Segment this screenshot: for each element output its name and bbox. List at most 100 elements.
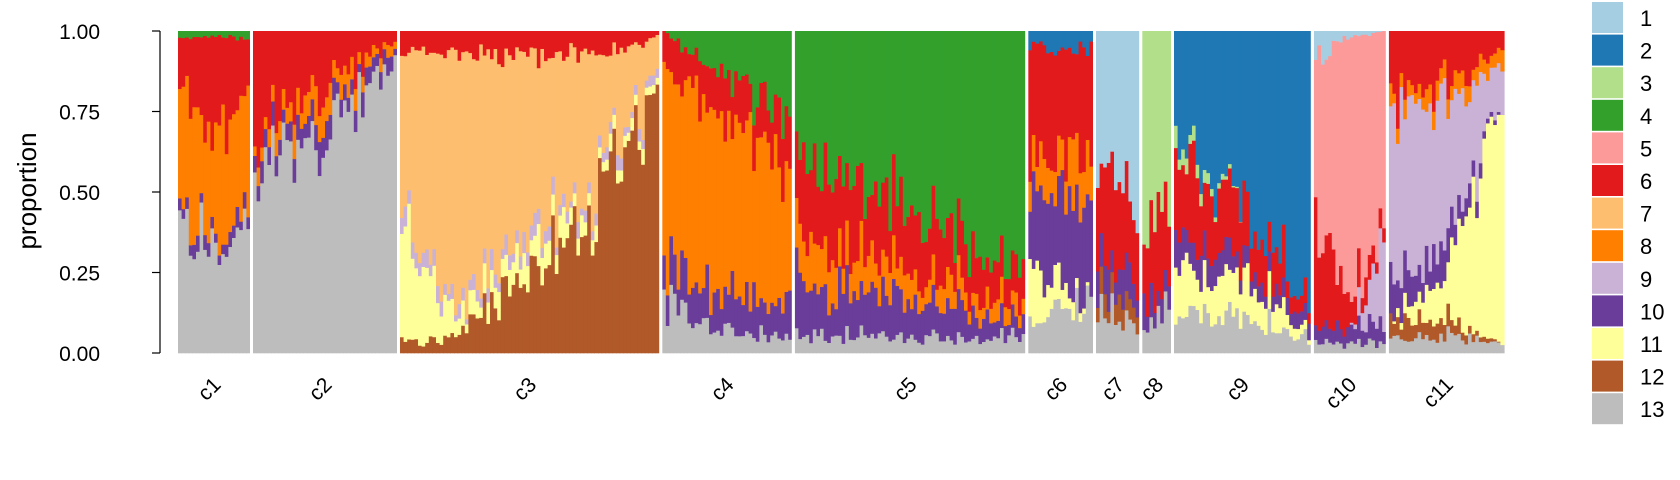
bar-segment — [1035, 260, 1040, 324]
bar-segment — [1082, 171, 1087, 208]
bar-segment — [1446, 99, 1451, 119]
bar-segment — [662, 61, 667, 256]
bar-segment — [716, 76, 721, 119]
bar-segment — [755, 137, 760, 307]
bar-segment — [910, 308, 915, 335]
bar-segment — [361, 31, 366, 77]
bar-segment — [1106, 31, 1111, 163]
bar-segment — [648, 31, 653, 39]
bar-segment — [752, 281, 757, 339]
bar-segment — [432, 248, 437, 266]
bar-segment — [1339, 42, 1344, 266]
bar-segment — [673, 40, 678, 85]
bar-segment — [253, 155, 258, 173]
bar-segment — [709, 31, 714, 69]
bar-segment — [439, 344, 444, 354]
bar-segment — [357, 31, 362, 53]
bar-segment — [1428, 103, 1433, 272]
bar-segment — [375, 53, 380, 66]
bar-segment — [421, 252, 426, 267]
bar-segment — [892, 339, 897, 354]
bar-segment — [1177, 31, 1182, 160]
bar-segment — [1181, 227, 1186, 261]
bar-segment — [1103, 167, 1108, 266]
bar-segment — [992, 336, 997, 354]
bar-segment — [454, 315, 459, 322]
bar-segment — [859, 220, 864, 282]
bar-segment — [827, 342, 832, 354]
bar-segment — [188, 38, 193, 119]
bar-segment — [274, 155, 279, 177]
bar-segment — [214, 36, 219, 123]
bar-segment — [1424, 31, 1429, 90]
bar-segment — [652, 93, 657, 354]
bar-segment — [486, 49, 491, 289]
cluster-separator — [397, 29, 400, 355]
bar-segment — [475, 289, 480, 302]
bar-segment — [339, 74, 344, 100]
legend-swatch — [1592, 67, 1623, 99]
bar-segment — [669, 31, 674, 39]
bar-segment — [1493, 53, 1498, 68]
bar-segment — [296, 114, 301, 140]
bar-segment — [687, 53, 692, 77]
bar-segment — [526, 31, 531, 57]
bar-segment — [1388, 83, 1393, 107]
bar-segment — [583, 235, 588, 354]
bar-segment — [1388, 338, 1393, 354]
bar-segment — [812, 283, 817, 330]
bar-segment — [314, 85, 319, 126]
bar-segment — [1457, 317, 1462, 334]
bar-segment — [1260, 282, 1265, 302]
cluster-separator — [1310, 29, 1314, 355]
bar-segment — [1235, 308, 1240, 354]
bar-segment — [856, 165, 861, 262]
bar-segment — [737, 296, 742, 337]
bar-segment — [1360, 31, 1365, 35]
bar-segment — [1231, 187, 1236, 257]
bar-segment — [1410, 305, 1415, 326]
bar-segment — [407, 52, 412, 191]
legend-label: 2 — [1640, 39, 1652, 64]
bar-segment — [917, 211, 922, 292]
bar-segment — [1132, 322, 1137, 354]
bar-segment — [766, 142, 771, 315]
bar-segment — [1228, 237, 1233, 270]
bar-segment — [1121, 269, 1126, 310]
bar-segment — [1114, 304, 1119, 325]
bar-segment — [874, 263, 879, 288]
bar-segment — [594, 55, 599, 214]
bar-segment — [730, 327, 735, 354]
bar-segment — [504, 275, 509, 354]
bar-segment — [1353, 296, 1358, 325]
bar-segment — [1082, 47, 1087, 173]
bar-segment — [1149, 199, 1154, 283]
bar-segment — [935, 306, 940, 334]
bar-segment — [1496, 62, 1501, 113]
bar-segment — [1471, 341, 1476, 354]
bar-segment — [1246, 191, 1251, 247]
bar-segment — [964, 310, 969, 343]
bar-segment — [895, 268, 900, 286]
bar-segment — [1253, 271, 1258, 289]
bar-segment — [1378, 315, 1383, 342]
bar-segment — [1028, 181, 1033, 212]
bar-segment — [680, 250, 685, 300]
bar-segment — [634, 84, 639, 95]
bar-segment — [1450, 85, 1455, 101]
bar-segment — [1110, 151, 1115, 251]
bar-segment — [1128, 319, 1133, 354]
bar-segment — [687, 75, 692, 295]
bar-segment — [712, 31, 717, 69]
bar-segment — [1489, 341, 1494, 354]
bar-segment — [379, 57, 384, 73]
bar-segment — [870, 333, 875, 354]
bar-segment — [551, 57, 556, 177]
bar-segment — [888, 341, 893, 354]
bar-segment — [482, 31, 487, 56]
bar-segment — [1486, 123, 1491, 339]
bar-segment — [845, 31, 850, 164]
bar-segment — [472, 273, 477, 290]
bar-segment — [350, 94, 355, 354]
bar-segment — [884, 31, 889, 178]
